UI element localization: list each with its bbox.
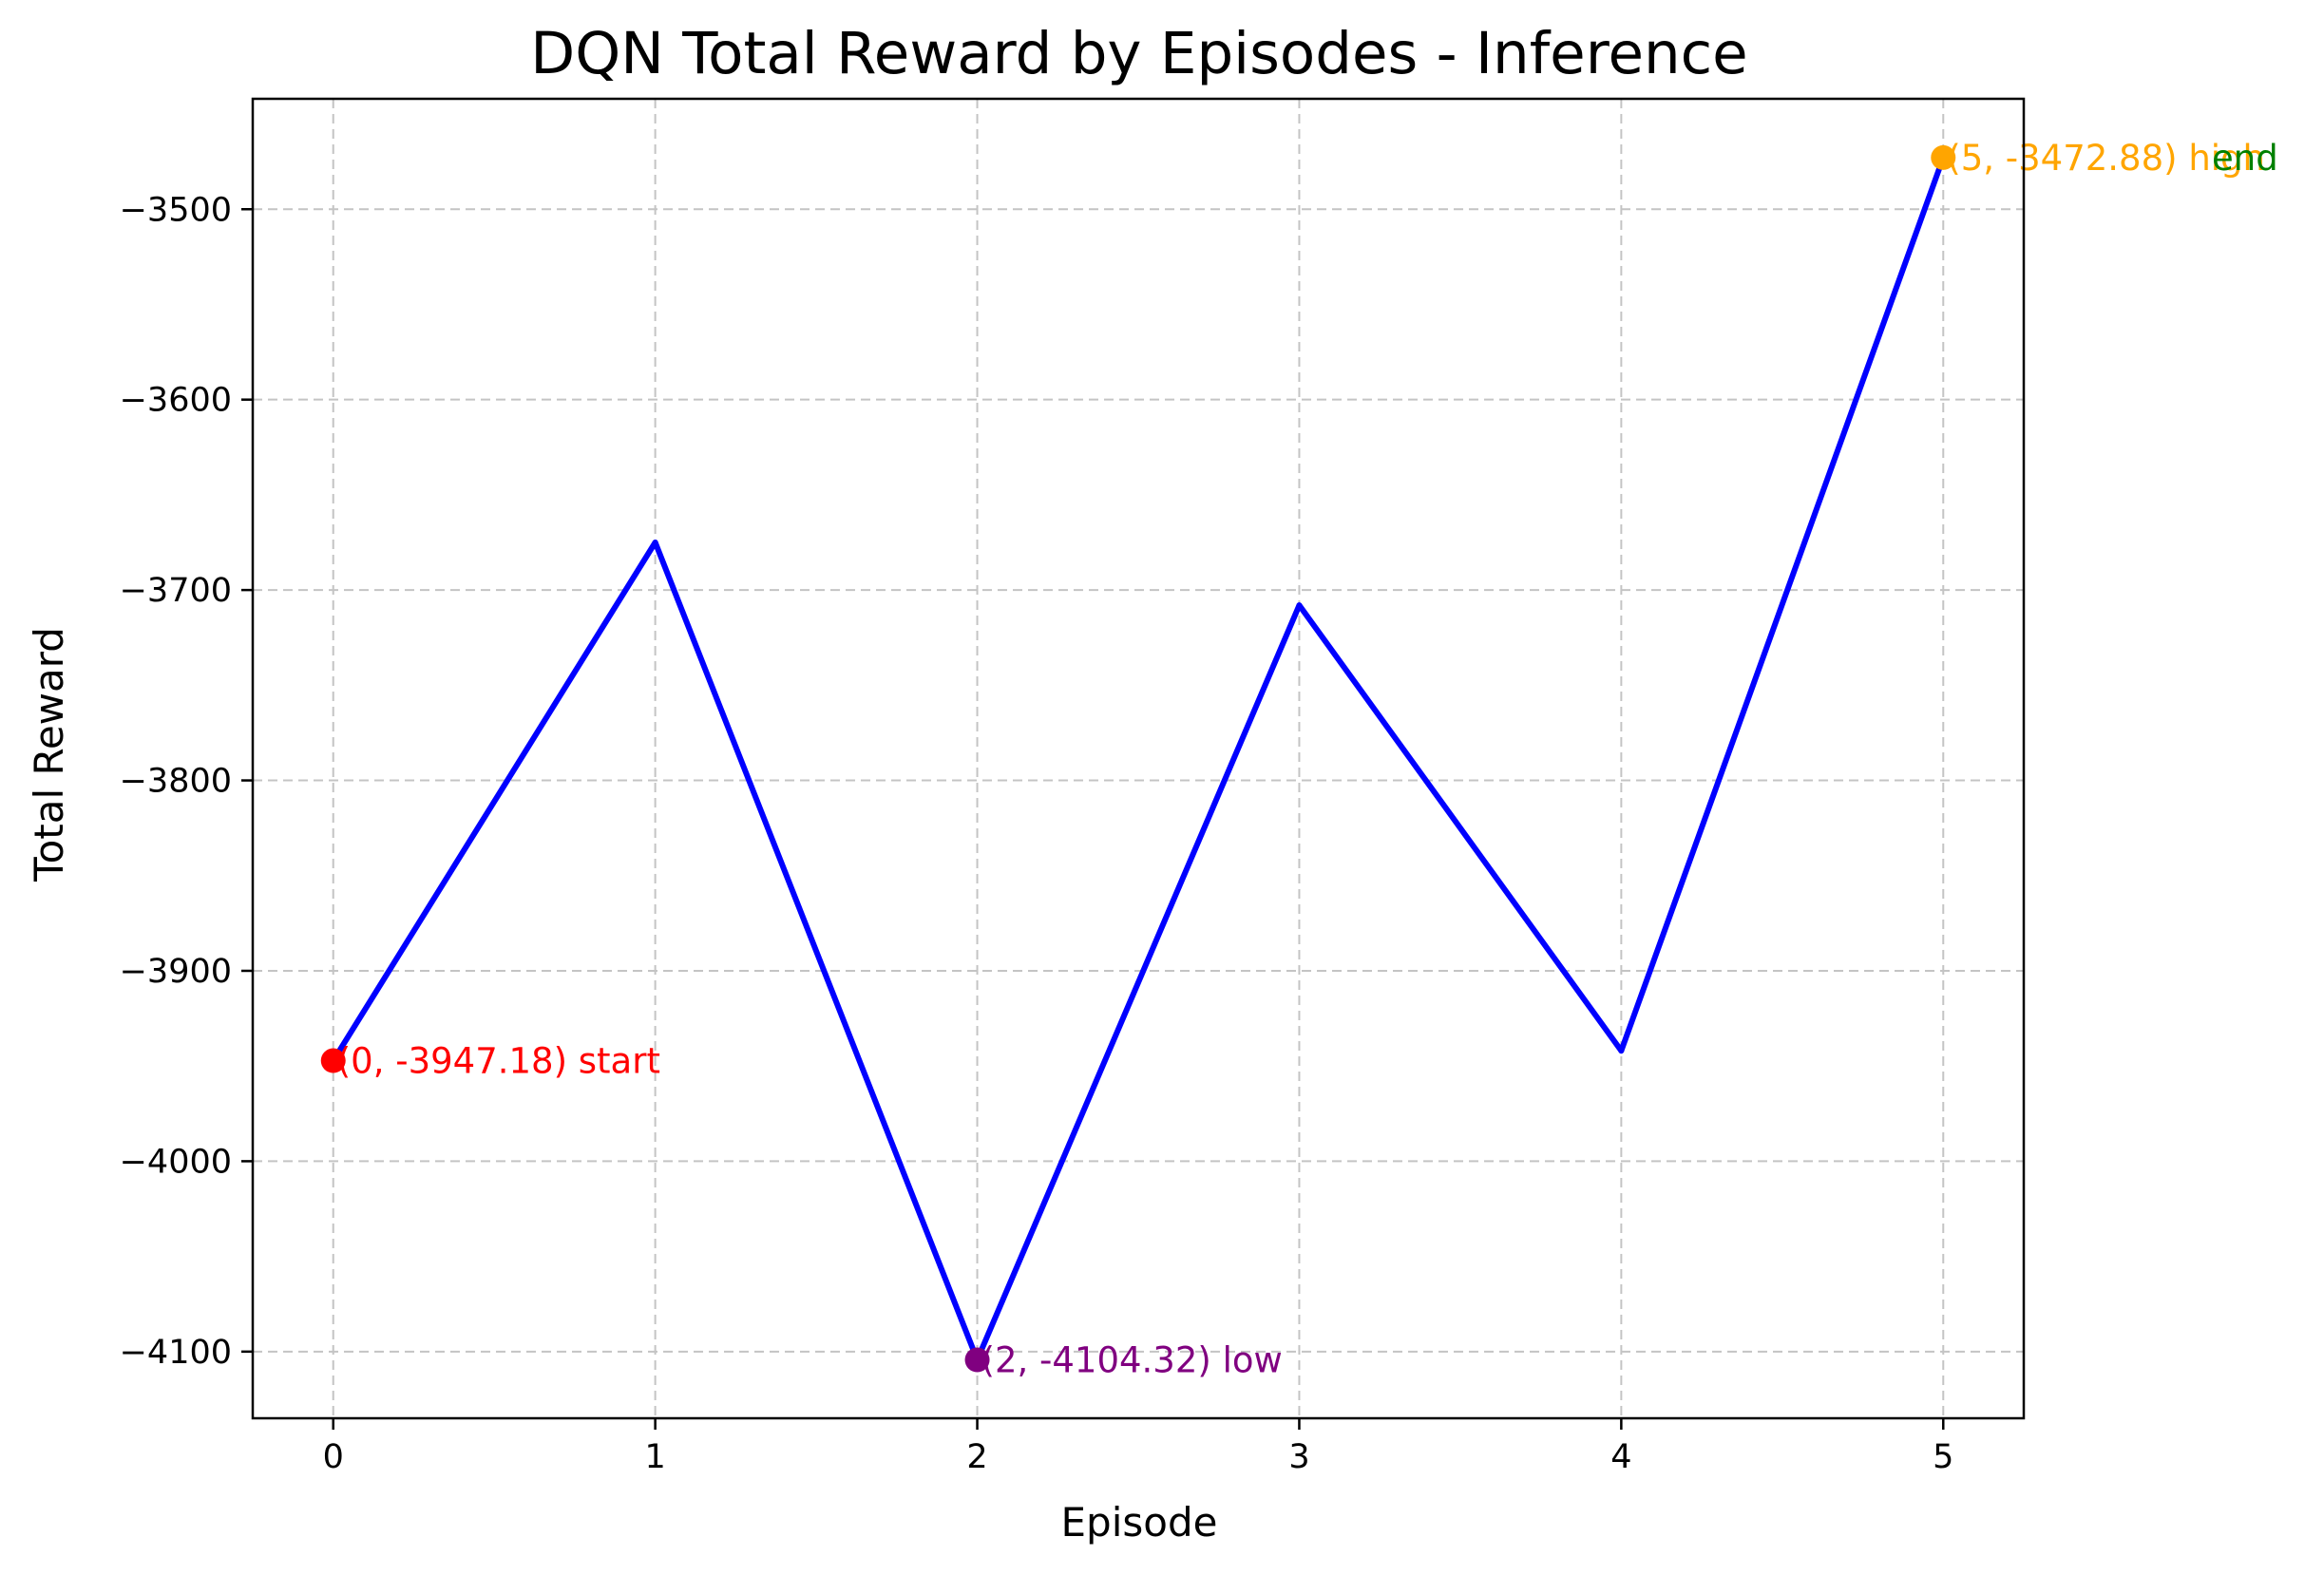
grid [253,99,2024,1418]
annotation-label-0: (0, -3947.18) start [337,1041,660,1082]
series-0-segment-0 [330,540,658,1064]
annotation-label-2: (5, -3472.88) high [1947,138,2265,179]
y-tick-label-5: −4000 [120,1143,232,1181]
x-axis-label: Episode [1061,1499,1218,1546]
series-0-segment-2 [974,602,1303,1363]
y-tick-label-2: −3700 [120,572,232,610]
y-tick-label-1: −3600 [120,382,232,420]
annotation-label-3: end [2212,138,2278,179]
series-0-segment-3 [1296,602,1625,1054]
y-axis-label: Total Reward [26,627,72,882]
series-0-segment-4 [1618,154,1947,1054]
x-tick-label-4: 4 [1610,1438,1631,1476]
x-tick-label-5: 5 [1933,1438,1953,1476]
x-tick-label-0: 0 [323,1438,344,1476]
x-tick-label-3: 3 [1288,1438,1309,1476]
marker-point-1 [964,1347,990,1373]
marker-point-2 [1931,144,1956,170]
series-layer [330,154,1947,1363]
annotation-label-1: (2, -4104.32) low [981,1340,1283,1381]
plot-area-frame [251,97,2026,1420]
annotation-layer: (0, -3947.18) start (2, -4104.32) low (5, … [337,138,2278,1381]
series-0-segment-1 [652,540,981,1363]
x-tick-label-1: 1 [644,1438,665,1476]
marker-point-0 [320,1048,346,1073]
y-tick-label-3: −3800 [120,763,232,801]
y-tick-label-4: −3900 [120,953,232,991]
y-tick-label-6: −4100 [120,1334,232,1372]
y-axis-ticks: −3500 −3600 −3700 −3800 −3900 −4000 −4100 [120,191,253,1372]
x-tick-label-2: 2 [966,1438,987,1476]
chart-title: DQN Total Reward by Episodes - Inference [530,20,1747,87]
y-tick-label-0: −3500 [120,191,232,229]
marker-layer [320,144,1956,1373]
x-axis-ticks: 0 1 2 3 4 5 [323,1418,1953,1476]
